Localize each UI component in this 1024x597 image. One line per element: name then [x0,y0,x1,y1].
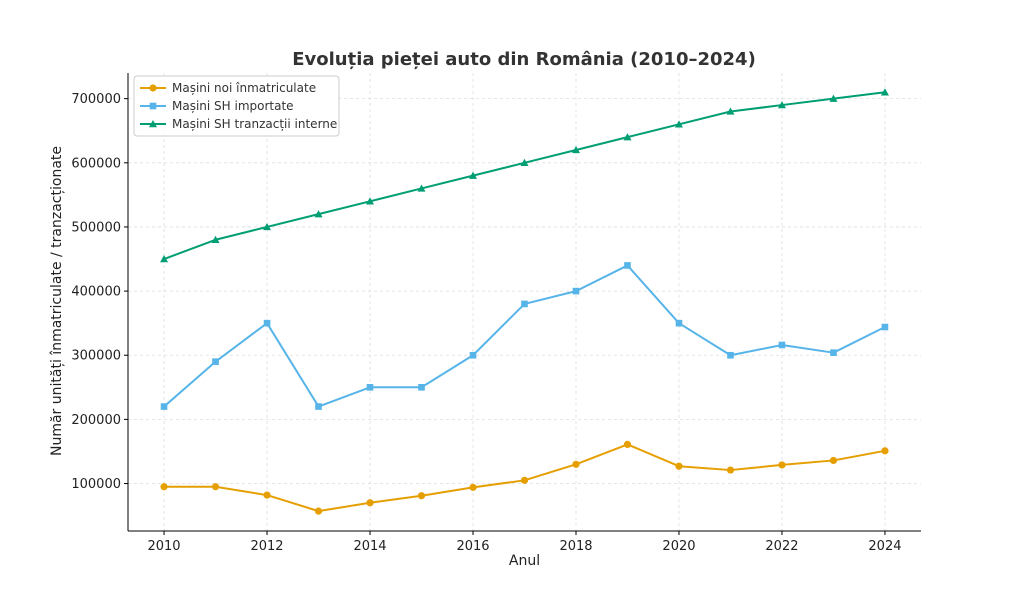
x-axis-label: Anul [509,553,540,569]
data-point-marker [263,491,271,499]
data-point-marker [469,351,477,359]
legend: Mașini noi înmatriculate Mașini SH import… [133,75,340,137]
legend-box [133,75,340,137]
data-point-marker [778,461,786,469]
data-point-marker [366,384,374,391]
data-point-marker [675,462,683,470]
legend-item: Mașini SH importate [140,99,294,113]
y-tick-label: 100000 [71,477,121,492]
data-point-marker [521,300,528,308]
series-group [160,88,889,515]
series-line [163,264,886,408]
y-axis-label: Număr unități înmatriculate / tranzacțio… [49,146,65,456]
data-point-marker [314,210,323,218]
data-point-marker [778,341,786,349]
data-point-marker [417,184,426,192]
data-point-marker [624,262,631,269]
data-point-marker [366,197,375,205]
data-point-marker [520,476,529,484]
data-point-marker [623,440,632,449]
data-point-marker [777,101,786,109]
axes: 2010 2012 2014 2016 2018 2020 2022 2024 100000 20… [71,73,921,554]
data-point-marker [726,107,735,115]
data-point-marker [727,351,734,359]
x-tick-label: 2022 [765,539,798,554]
data-point-marker [623,133,632,141]
data-point-marker [572,287,580,295]
data-point-marker [881,447,889,455]
legend-item: Mașini noi înmatriculate [140,81,316,95]
data-point-marker [211,235,220,243]
data-point-marker [417,492,426,500]
data-point-marker [829,456,838,465]
data-point-marker [212,358,219,365]
data-point-marker [211,483,220,491]
y-tick-label: 300000 [71,349,121,364]
data-point-marker [263,222,272,231]
x-tick-label: 2024 [868,539,901,554]
legend-marker [149,120,157,128]
data-point-marker [880,88,889,96]
data-point-marker [571,145,580,154]
x-tick-label: 2010 [147,539,180,554]
data-point-marker [674,120,683,128]
x-tick-label: 2012 [250,539,283,554]
x-tick-label: 2020 [662,539,695,554]
chart-title: Evoluția pieței auto din România (2010–2… [292,49,756,70]
data-point-marker [314,507,323,515]
y-tick-label: 500000 [71,220,121,235]
y-tick-label: 700000 [71,92,121,107]
data-point-marker [829,94,838,102]
legend-item: Mașini SH tranzacții interne [140,117,337,131]
y-tick-label: 400000 [71,285,121,300]
series-2 [160,262,889,410]
data-point-marker [469,171,478,179]
data-point-marker [263,319,271,327]
data-point-marker [160,255,169,263]
grid [128,73,921,531]
data-point-marker [418,384,425,391]
data-point-marker [520,158,529,167]
legend-label: Mașini SH importate [172,99,294,113]
legend-marker [149,84,157,92]
series-1 [160,440,889,515]
data-point-marker [160,403,168,410]
data-point-marker [726,466,735,474]
data-point-marker [160,483,168,491]
y-tick-label: 200000 [71,413,121,428]
data-point-marker [572,460,580,468]
data-point-marker [675,319,683,327]
y-tick-label: 600000 [71,156,121,171]
x-tick-label: 2016 [456,539,489,554]
data-point-marker [881,323,889,331]
legend-marker [149,102,157,110]
data-point-marker [366,499,374,507]
data-point-marker [830,349,837,356]
x-tick-label: 2014 [353,539,386,554]
data-point-marker [315,403,322,410]
legend-label: Mașini SH tranzacții interne [172,117,337,131]
x-tick-label: 2018 [559,539,592,554]
legend-label: Mașini noi înmatriculate [172,81,316,95]
data-point-marker [469,483,477,491]
series-3 [160,88,889,263]
